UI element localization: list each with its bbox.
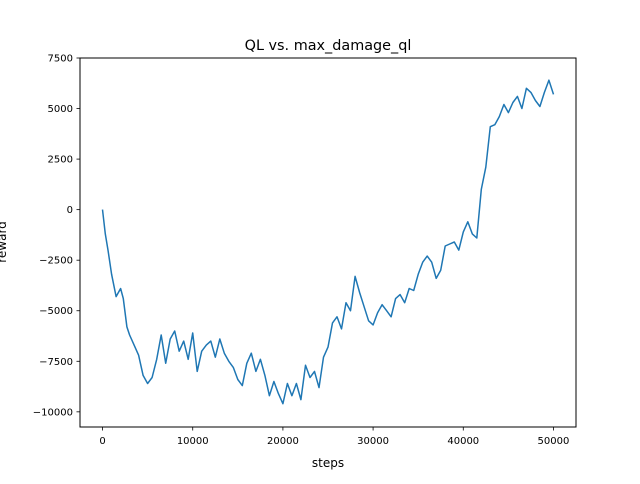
- reward-series-line: [101, 79, 555, 405]
- x-axis: 0 10000 20000 30000 40000 50000: [99, 427, 569, 447]
- y-tick-label: 5000: [48, 104, 73, 115]
- y-tick-label: −2500: [39, 256, 73, 267]
- plot-area: [79, 57, 577, 428]
- y-tick-label: 2500: [48, 155, 73, 166]
- y-tick-label: 0: [67, 205, 73, 216]
- y-tick-label: −5000: [39, 306, 73, 317]
- chart-title: QL vs. max_damage_ql: [245, 38, 412, 54]
- x-tick-label: 10000: [177, 436, 209, 447]
- y-tick-label: 7500: [48, 54, 73, 65]
- x-tick-label: 30000: [357, 436, 389, 447]
- x-tick-label: 50000: [538, 436, 570, 447]
- x-axis-label: steps: [312, 456, 344, 470]
- y-tick-label: −7500: [39, 357, 73, 368]
- x-tick-label: 20000: [267, 436, 299, 447]
- y-axis: −10000 −7500 −5000 −2500 0 2500 5000 7500: [33, 54, 80, 418]
- axes-frame: [79, 57, 577, 428]
- y-tick-label: −10000: [33, 407, 73, 418]
- y-axis-label: reward: [0, 221, 9, 263]
- x-tick-label: 0: [99, 436, 105, 447]
- x-tick-label: 40000: [447, 436, 479, 447]
